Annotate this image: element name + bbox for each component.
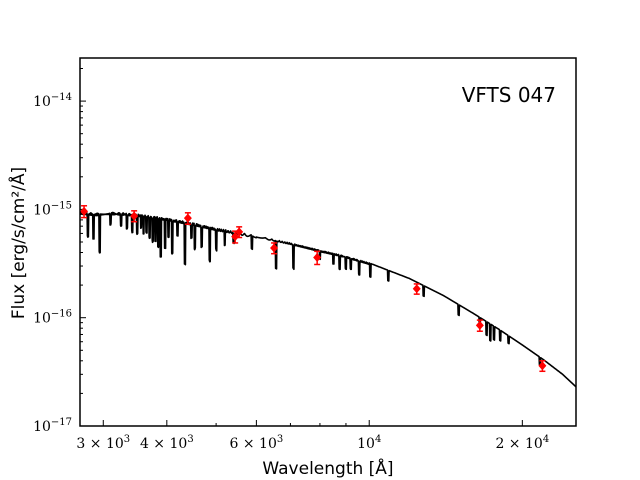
y-tick-label: 10−16 [33, 309, 72, 327]
x-tick-labels: 3 × 103 4 × 103 6 × 103 104 2 × 104 [76, 434, 549, 452]
photometry-point [313, 250, 322, 266]
data-marker [538, 361, 547, 371]
photometry-point [270, 242, 279, 255]
photometry-point [538, 360, 547, 373]
y-axis-title: Flux [erg/s/cm²/Å] [7, 167, 29, 319]
x-tick-label: 4 × 103 [140, 434, 194, 452]
data-marker [130, 211, 139, 221]
x-tick-label: 104 [357, 434, 381, 452]
x-tick-label: 2 × 104 [495, 434, 549, 452]
data-marker [313, 252, 322, 262]
y-tick-label: 10−15 [33, 200, 72, 218]
photometry-point [475, 319, 484, 332]
star-name-annotation: VFTS 047 [462, 83, 556, 107]
photometry-point [183, 212, 192, 225]
photometry-point [231, 230, 240, 244]
y-tick-labels: 10−17 10−16 10−15 10−14 [33, 92, 72, 435]
data-marker [270, 243, 279, 253]
y-tick-label: 10−17 [33, 417, 72, 435]
data-marker [235, 227, 244, 237]
x-tick-label: 6 × 103 [230, 434, 284, 452]
photometry-point [412, 283, 421, 295]
photometry-points [80, 205, 547, 373]
plot-frame [79, 57, 577, 427]
x-axis-title: Wavelength [Å] [262, 457, 393, 479]
x-tick-label: 3 × 103 [76, 434, 130, 452]
data-marker [475, 320, 484, 330]
photometry-point [235, 226, 244, 239]
model-spectrum [80, 211, 576, 388]
data-marker [80, 206, 89, 216]
data-marker [231, 232, 240, 242]
y-tick-label: 10−14 [33, 92, 72, 110]
data-marker [412, 284, 421, 294]
photometry-point [80, 205, 89, 219]
photometry-point [130, 210, 139, 223]
data-marker [183, 213, 192, 223]
spectrum-line [80, 211, 576, 388]
